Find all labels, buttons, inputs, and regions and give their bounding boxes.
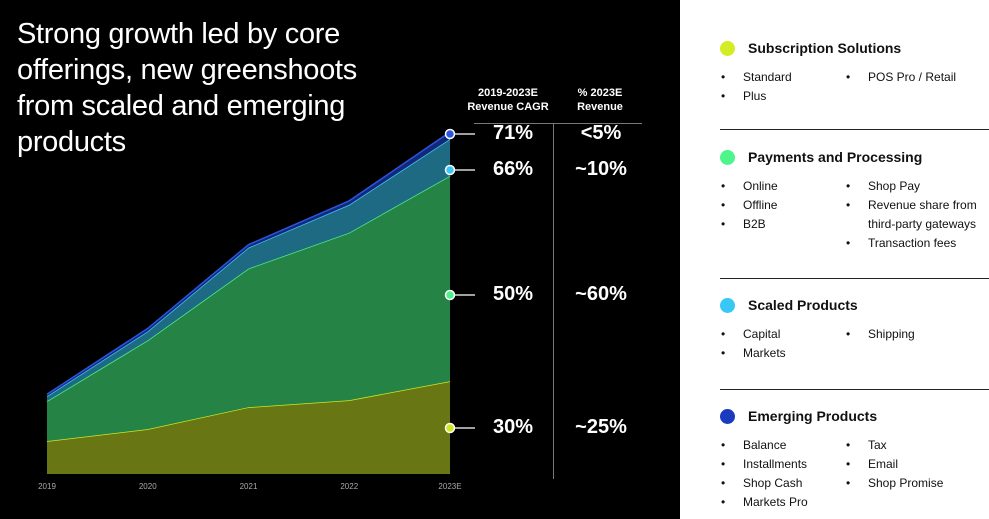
stacked-area-chart: 2019 2020 2021 2022 2023E (38, 128, 475, 491)
share-value: ~25% (575, 416, 627, 438)
cagr-value: 71% (492, 122, 534, 144)
legend-item: Transaction fees (845, 234, 977, 253)
legend-item: Markets (720, 344, 786, 363)
x-tick-label: 2019 (38, 482, 56, 491)
legend-item: third-party gateways (868, 217, 977, 231)
legend-item: Revenue share from (845, 196, 977, 215)
legend-title: Payments and Processing (748, 149, 923, 165)
legend-item: Installments (720, 455, 808, 474)
legend-item: Markets Pro (720, 493, 808, 512)
legend-header: Subscription Solutions (720, 38, 989, 58)
legend-item: Standard (720, 68, 792, 87)
legend-dot-icon (720, 149, 735, 165)
cagr-value: 66% (492, 158, 534, 180)
area-subscription-solutions (47, 381, 450, 474)
legend-item: Offline (720, 196, 778, 215)
legend-item: Balance (720, 436, 808, 455)
legend-section: Scaled Products CapitalMarkets Shipping (720, 295, 989, 363)
line-emerging-products (46, 131, 451, 395)
share-value: <5% (580, 122, 622, 144)
cagr-header: 2019-2023E Revenue CAGR (467, 87, 549, 113)
share-value: ~10% (575, 158, 627, 180)
x-tick-label: 2020 (139, 482, 157, 491)
area-payments-and-processing (47, 175, 450, 442)
legend-item: Email (845, 455, 943, 474)
legend-item: Plus (720, 87, 792, 106)
x-tick-label: 2023E (438, 482, 461, 491)
chart-panel: Strong growth led by core offerings, new… (17, 18, 642, 491)
legend-item: Capital (720, 325, 786, 344)
legend-header: Scaled Products (720, 295, 989, 315)
legend-title: Emerging Products (748, 408, 878, 424)
legend-item: Shop Promise (845, 474, 943, 493)
section-divider (720, 389, 989, 390)
series-marker (444, 164, 456, 176)
legend-section: Payments and Processing OnlineOfflineB2B S… (720, 147, 989, 253)
legend-item: Shop Pay (845, 177, 977, 196)
area-scaled-products (47, 138, 450, 402)
legend-dot-icon (720, 40, 735, 56)
series-marker (444, 128, 456, 140)
share-header: % 2023E Revenue (577, 87, 623, 113)
legend-item: Online (720, 177, 778, 196)
section-divider (720, 129, 989, 130)
legend-header: Emerging Products (720, 406, 989, 426)
legend-title: Subscription Solutions (748, 40, 902, 56)
header-divider (474, 123, 642, 124)
legend-section: Subscription Solutions StandardPlus POS Pr… (720, 38, 989, 106)
slide-title: Strong growth led by core offerings, new… (17, 18, 357, 158)
legend-title: Scaled Products (748, 297, 858, 313)
x-tick-label: 2021 (240, 482, 258, 491)
series-marker (444, 289, 456, 301)
legend-panel: Subscription Solutions StandardPlus POS Pr… (680, 0, 989, 519)
area-emerging-products (47, 131, 450, 397)
legend-section: Emerging ProductsBalanceInstallmentsShop… (720, 406, 989, 512)
legend-dot-icon (720, 408, 735, 424)
x-tick-label: 2022 (340, 482, 358, 491)
legend-item: Shop Cash (720, 474, 808, 493)
legend-dot-icon (720, 297, 735, 313)
legend-item: Tax (845, 436, 943, 455)
legend-header: Payments and Processing (720, 147, 989, 167)
section-divider (720, 278, 989, 279)
cagr-value: 50% (492, 283, 534, 305)
series-marker (444, 422, 456, 434)
column-divider (553, 123, 554, 479)
share-value: ~60% (575, 283, 627, 305)
legend-item: B2B (720, 215, 778, 234)
cagr-value: 30% (492, 416, 534, 438)
legend-item: POS Pro / Retail (845, 68, 956, 87)
legend-item: Shipping (845, 325, 915, 344)
